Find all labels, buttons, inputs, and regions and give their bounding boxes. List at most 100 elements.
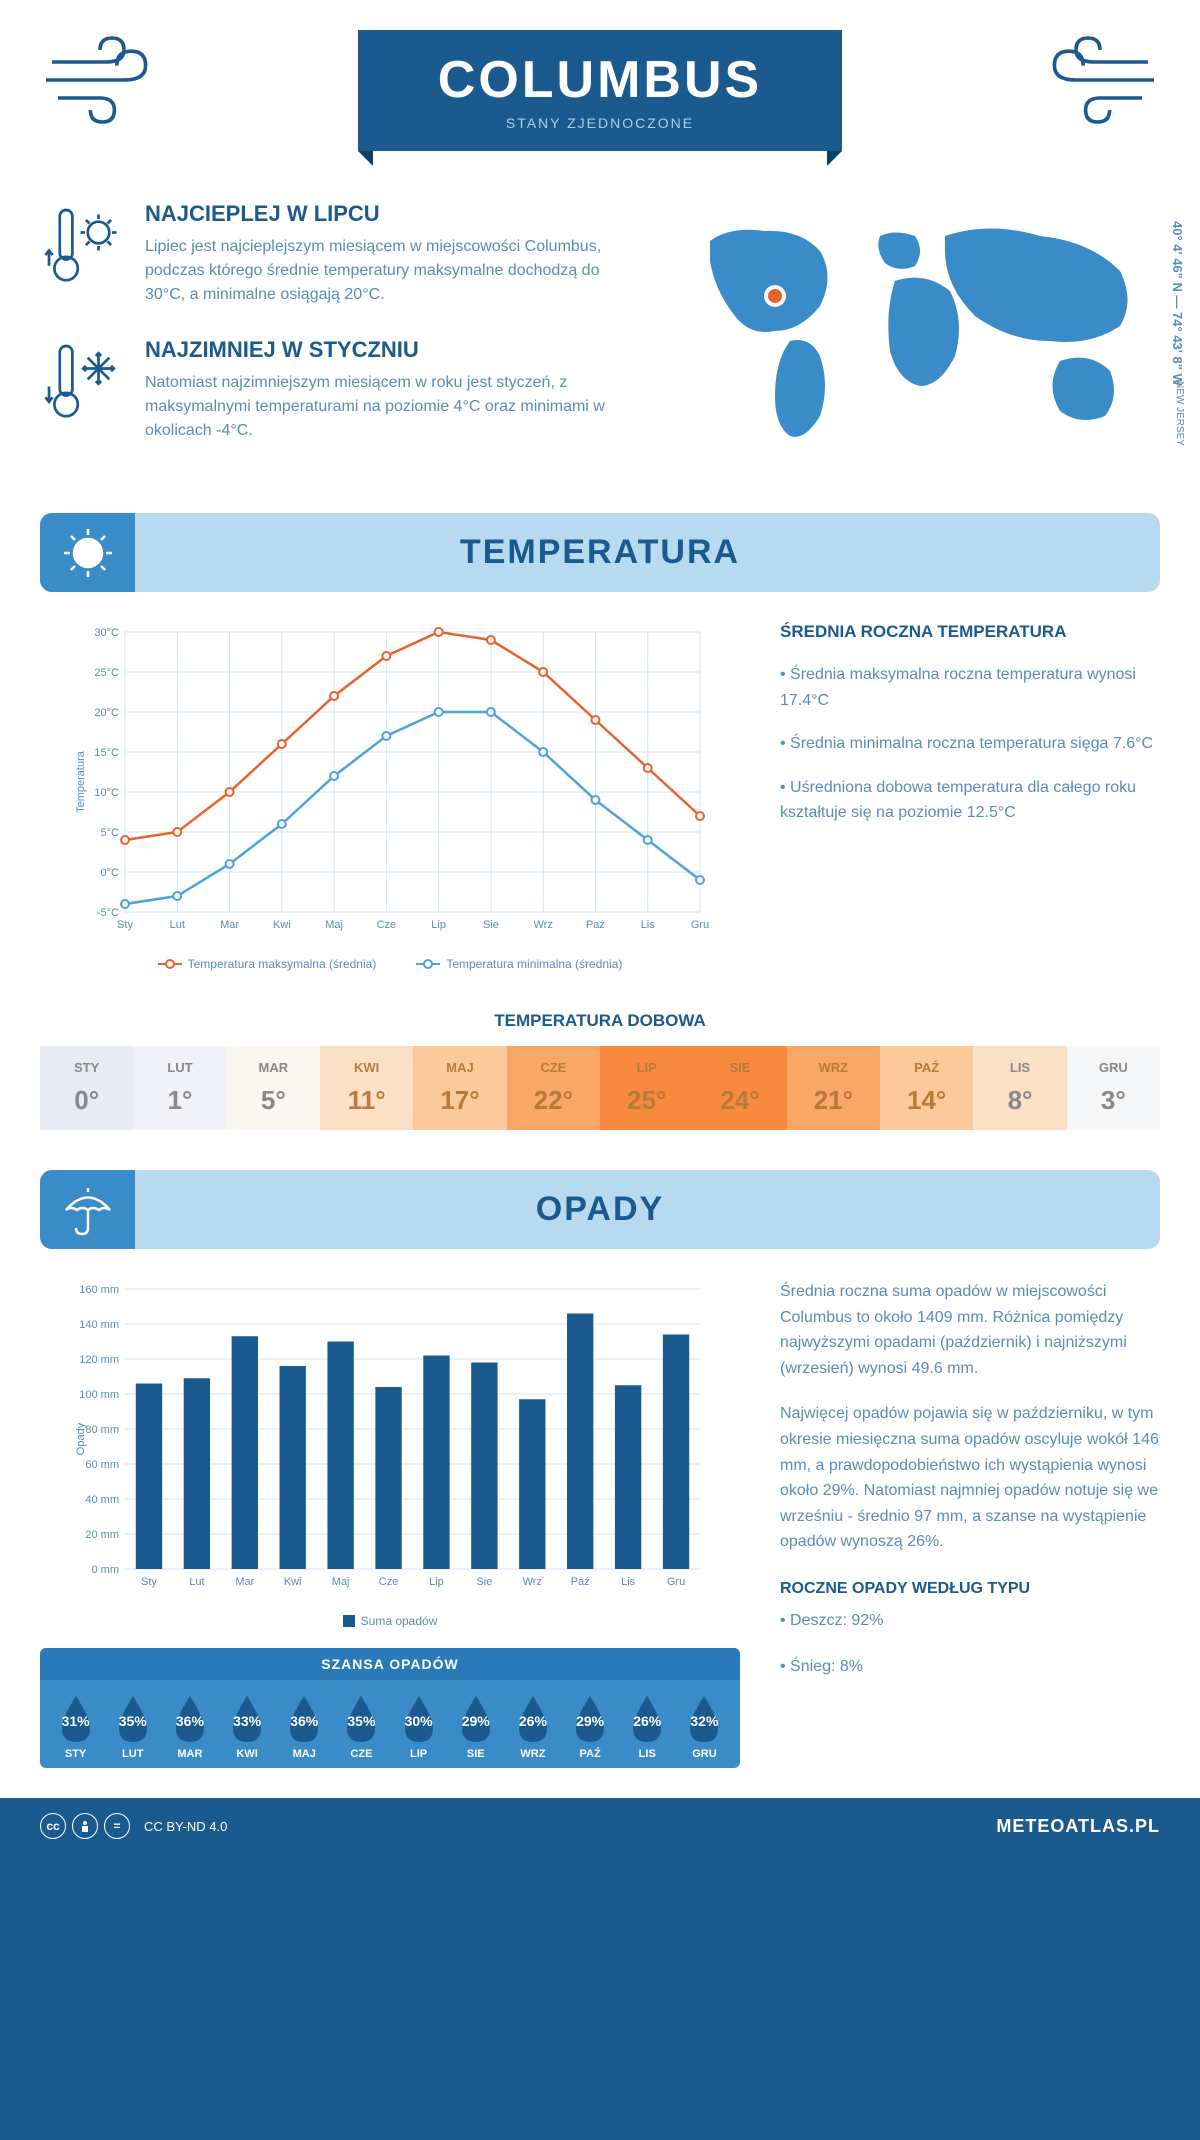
svg-text:Gru: Gru [667,1576,685,1588]
svg-text:Temperatura: Temperatura [75,750,87,813]
raindrop-icon: 35% [111,1692,155,1744]
precip-type-title: ROCZNE OPADY WEDŁUG TYPU [780,1580,1160,1598]
svg-text:Paź: Paź [571,1576,590,1588]
chance-cell: 31% STY [48,1692,103,1760]
temperature-summary: ŚREDNIA ROCZNA TEMPERATURA • Średnia mak… [780,622,1160,971]
raindrop-icon: 30% [397,1692,441,1744]
daily-cell: SIE24° [693,1046,786,1130]
chance-cell: 35% LUT [105,1692,160,1760]
raindrop-icon: 33% [225,1692,269,1744]
precipitation-chart: 0 mm 20 mm 40 mm 60 mm 80 mm 100 mm 120 mm 140 … [40,1279,740,1599]
svg-text:Lut: Lut [189,1576,204,1588]
title-banner: COLUMBUS STANY ZJEDNOCZONE [358,30,842,151]
svg-text:160 mm: 160 mm [79,1284,119,1296]
header-row: COLUMBUS STANY ZJEDNOCZONE [40,30,1160,151]
svg-text:20°C: 20°C [94,707,119,719]
svg-text:60 mm: 60 mm [85,1459,119,1471]
license-badges: cc = CC BY-ND 4.0 [40,1813,227,1839]
daily-cell: STY0° [40,1046,133,1130]
raindrop-icon: 35% [339,1692,383,1744]
nd-icon: = [104,1813,130,1839]
svg-text:20 mm: 20 mm [85,1529,119,1541]
svg-text:25°C: 25°C [94,667,119,679]
svg-text:Kwi: Kwi [284,1576,302,1588]
precipitation-chance-box: SZANSA OPADÓW 31% STY 35% LUT 36% MAR 33… [40,1648,740,1768]
svg-text:120 mm: 120 mm [79,1354,119,1366]
coordinates: 40° 4' 46" N — 74° 43' 8" W [1170,221,1185,386]
world-map [680,201,1160,461]
chance-cell: 30% LIP [391,1692,446,1760]
temperature-section-header: TEMPERATURA [40,513,1160,592]
svg-text:5°C: 5°C [101,827,120,839]
license-text: CC BY-ND 4.0 [144,1819,227,1834]
svg-text:Sie: Sie [476,1576,492,1588]
svg-text:Sie: Sie [483,919,499,931]
daily-cell: KWI11° [320,1046,413,1130]
raindrop-icon: 29% [454,1692,498,1744]
precip-snow: • Śnieg: 8% [780,1654,1160,1680]
chance-cell: 36% MAJ [277,1692,332,1760]
svg-text:Opady: Opady [75,1422,87,1455]
svg-text:Cze: Cze [377,919,397,931]
wind-icon-left [40,30,160,130]
state-label: NEW JERSEY [1174,381,1185,446]
raindrop-icon: 29% [568,1692,612,1744]
coldest-block: NAJZIMNIEJ W STYCZNIU Natomiast najzimni… [40,337,640,443]
chance-cell: 29% PAŹ [563,1692,618,1760]
site-name: METEOATLAS.PL [996,1816,1160,1837]
cc-icon: cc [40,1813,66,1839]
chance-title: SZANSA OPADÓW [40,1648,740,1680]
precip-legend-label: Suma opadów [361,1614,438,1628]
chance-cell: 33% KWI [220,1692,275,1760]
precipitation-section-header: OPADY [40,1170,1160,1249]
precip-para-1: Średnia roczna suma opadów w miejscowośc… [780,1279,1160,1381]
svg-text:Mar: Mar [220,919,239,931]
by-icon [72,1813,98,1839]
country-name: STANY ZJEDNOCZONE [378,115,822,131]
daily-temp-title: TEMPERATURA DOBOWA [40,1011,1160,1031]
svg-text:40 mm: 40 mm [85,1494,119,1506]
svg-text:Lip: Lip [431,919,446,931]
umbrella-icon [40,1170,135,1249]
chance-cell: 35% CZE [334,1692,389,1760]
raindrop-icon: 26% [625,1692,669,1744]
svg-text:80 mm: 80 mm [85,1424,119,1436]
svg-text:Cze: Cze [379,1576,399,1588]
temp-bullet: • Średnia maksymalna roczna temperatura … [780,662,1160,713]
daily-temp-table: STY0°LUT1°MAR5°KWI11°MAJ17°CZE22°LIP25°S… [40,1046,1160,1130]
thermometer-snow-icon [40,337,130,427]
intro-section: NAJCIEPLEJ W LIPCU Lipiec jest najcieple… [40,201,1160,473]
temperature-title: TEMPERATURA [60,533,1140,572]
chance-cell: 32% GRU [677,1692,732,1760]
temperature-chart: -5°C0°C5°C10°C15°C20°C25°C30°CStyLutMarK… [40,622,740,971]
legend-max-label: Temperatura maksymalna (średnia) [188,957,377,971]
daily-cell: LIP25° [600,1046,693,1130]
coldest-text: Natomiast najzimniejszym miesiącem w rok… [145,371,640,443]
svg-text:Wrz: Wrz [534,919,553,931]
svg-text:10°C: 10°C [94,787,119,799]
svg-text:Maj: Maj [332,1576,350,1588]
svg-text:Lis: Lis [641,919,656,931]
svg-text:100 mm: 100 mm [79,1389,119,1401]
city-name: COLUMBUS [378,50,822,110]
raindrop-icon: 31% [54,1692,98,1744]
thermometer-sun-icon [40,201,130,291]
daily-cell: MAJ17° [413,1046,506,1130]
precip-para-2: Najwięcej opadów pojawia się w październ… [780,1401,1160,1555]
daily-cell: MAR5° [227,1046,320,1130]
svg-text:Wrz: Wrz [523,1576,542,1588]
raindrop-icon: 26% [511,1692,555,1744]
svg-text:Lut: Lut [170,919,185,931]
svg-text:Lis: Lis [621,1576,636,1588]
precip-legend: Suma opadów [40,1614,740,1628]
svg-text:140 mm: 140 mm [79,1319,119,1331]
legend-min-label: Temperatura minimalna (średnia) [446,957,622,971]
svg-text:0 mm: 0 mm [92,1564,120,1576]
wind-icon-right [1040,30,1160,130]
svg-text:Gru: Gru [691,919,709,931]
temperature-legend: Temperatura maksymalna (średnia) Tempera… [40,957,740,971]
svg-text:30°C: 30°C [94,627,119,639]
daily-cell: LUT1° [133,1046,226,1130]
svg-text:Kwi: Kwi [273,919,291,931]
svg-text:Maj: Maj [325,919,343,931]
